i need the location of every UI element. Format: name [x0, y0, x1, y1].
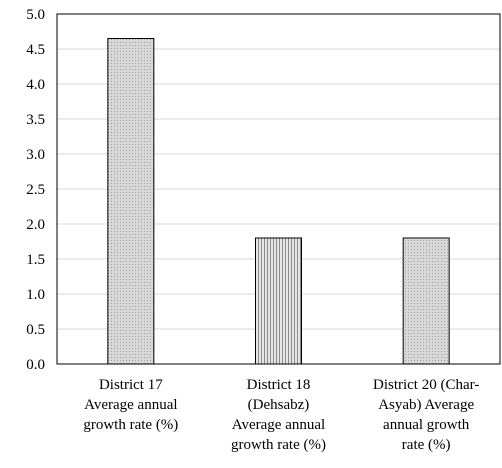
x-category-label-line: annual growth	[383, 417, 470, 433]
x-category-label-line: Asyab) Average	[378, 397, 474, 413]
y-tick-label: 4.5	[26, 42, 45, 58]
bar-1	[107, 38, 155, 365]
y-tick-label: 5.0	[26, 7, 45, 23]
x-category-label-line: Average annual	[84, 397, 177, 413]
y-axis-tick-labels: 0.0 0.5 1.0 1.5 2.0 2.5 3.0 3.5 4.0 4.5 5.0	[26, 7, 45, 373]
y-tick-label: 1.5	[26, 252, 45, 268]
bars	[107, 38, 450, 365]
x-category-label-1: District 17 Average annual growth rate (%)	[83, 377, 178, 433]
plot-frame	[56, 13, 501, 365]
x-category-label-line: District 20 (Char-	[373, 377, 479, 393]
bar-3	[402, 237, 450, 365]
x-category-label-line: Average annual	[232, 417, 325, 433]
x-category-label-line: District 18	[247, 377, 311, 393]
y-tick-label: 3.0	[26, 147, 45, 163]
x-category-label-line: growth rate (%)	[83, 417, 178, 433]
x-category-label-line: District 17	[99, 377, 163, 393]
y-tick-label: 3.5	[26, 112, 45, 128]
x-category-label-line: rate (%)	[402, 437, 451, 453]
y-tick-label: 2.5	[26, 182, 45, 198]
y-tick-label: 0.0	[26, 357, 45, 373]
y-tick-label: 0.5	[26, 322, 45, 338]
x-category-label-2: District 18 (Dehsabz) Average annual growth…	[231, 377, 326, 453]
x-category-label-line: (Dehsabz)	[248, 397, 310, 413]
x-category-label-line: growth rate (%)	[231, 437, 326, 453]
y-tick-label: 4.0	[26, 77, 45, 93]
y-tick-label: 1.0	[26, 287, 45, 303]
x-axis-category-labels: District 17 Average annual growth rate (%)…	[83, 377, 479, 453]
bar-2	[255, 237, 302, 365]
y-tick-label: 2.0	[26, 217, 45, 233]
x-category-label-3: District 20 (Char- Asyab) Average annual g…	[373, 377, 479, 453]
